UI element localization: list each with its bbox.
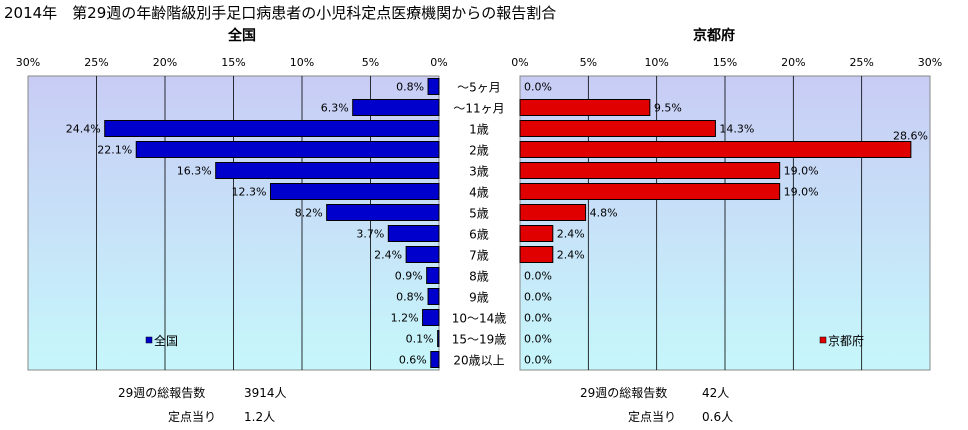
kyoto-bar	[519, 246, 554, 263]
national-bar	[269, 183, 440, 200]
national-bar	[387, 225, 440, 242]
age-category-label: 20歳以上	[453, 354, 504, 368]
kyoto-value-label: 9.5%	[654, 102, 682, 115]
kyoto-tick-label: 25%	[849, 56, 873, 69]
national-bar	[422, 309, 440, 326]
kyoto-bar	[519, 99, 651, 116]
age-category-labels: ～5ヶ月 ～11ヶ月 1歳 2歳 3歳 4歳 5歳 6歳 7歳 8歳 9歳 10～14歳 15～19歳 2…	[452, 81, 507, 368]
national-value-label: 0.8%	[396, 291, 424, 304]
age-category-label: 1歳	[469, 123, 489, 137]
kyoto-tick-label: 15%	[713, 56, 737, 69]
national-value-label: 0.8%	[396, 81, 424, 94]
national-bar	[326, 204, 440, 221]
national-value-label: 6.3%	[321, 102, 349, 115]
kyoto-bar	[519, 183, 781, 200]
national-value-label: 12.3%	[232, 186, 267, 199]
kyoto-value-label: 2.4%	[557, 249, 585, 262]
kyoto-value-label: 4.8%	[590, 207, 618, 220]
kyoto-bar	[519, 162, 781, 179]
national-tick-label: 0%	[430, 56, 447, 69]
national-bar	[437, 330, 440, 347]
national-chart: 30% 25% 20% 15% 10% 5% 0% 全国 0.8% 6.3% 24.4% 22.1% 1…	[16, 27, 448, 371]
national-tick-label: 30%	[16, 56, 40, 69]
national-panel-title: 全国	[227, 27, 256, 44]
age-category-label: ～5ヶ月	[457, 81, 501, 95]
national-value-label: 2.4%	[374, 249, 402, 262]
national-tick-label: 20%	[153, 56, 177, 69]
national-value-label: 22.1%	[97, 144, 132, 157]
national-legend-swatch	[145, 336, 153, 344]
national-value-label: 24.4%	[66, 123, 101, 136]
kyoto-value-label: 14.3%	[719, 123, 754, 136]
national-bar	[352, 99, 440, 116]
kyoto-bar	[519, 141, 912, 158]
national-total-label: 29週の総報告数	[118, 386, 206, 400]
national-tick-label: 15%	[221, 56, 245, 69]
kyoto-total-value: 42人	[702, 386, 730, 400]
national-bar	[430, 351, 440, 368]
kyoto-bar	[519, 204, 587, 221]
age-category-label: 7歳	[469, 249, 489, 263]
kyoto-bar	[519, 120, 716, 137]
kyoto-tick-label: 30%	[918, 56, 942, 69]
age-category-label: 10～14歳	[452, 312, 507, 326]
age-category-label: 6歳	[469, 228, 489, 242]
age-category-label: 5歳	[469, 207, 489, 221]
kyoto-value-label: 0.0%	[524, 354, 552, 367]
national-value-label: 0.9%	[395, 270, 423, 283]
kyoto-value-label: 28.6%	[893, 130, 928, 143]
age-category-label: 3歳	[469, 165, 489, 179]
national-bar	[215, 162, 440, 179]
kyoto-per-value: 0.6人	[702, 410, 734, 424]
kyoto-per-label: 定点当り	[628, 410, 677, 424]
age-category-label: 2歳	[469, 144, 489, 158]
national-bar	[405, 246, 440, 263]
national-value-label: 3.7%	[356, 228, 384, 241]
national-value-label: 8.2%	[295, 207, 323, 220]
page-title: 2014年 第29週の年齢階級別手足口病患者の小児科定点医療機関からの報告割合	[4, 4, 557, 22]
kyoto-bar	[519, 225, 554, 242]
national-tick-label: 10%	[290, 56, 314, 69]
national-value-label: 1.2%	[391, 312, 419, 325]
kyoto-value-label: 0.0%	[524, 333, 552, 346]
national-per-label: 定点当り	[168, 410, 217, 424]
age-category-label: 15～19歳	[452, 333, 507, 347]
national-per-value: 1.2人	[244, 410, 276, 424]
national-tick-label: 25%	[84, 56, 108, 69]
national-bar	[135, 141, 440, 158]
kyoto-legend-label: 京都府	[828, 333, 864, 348]
national-bar	[104, 120, 440, 137]
kyoto-value-label: 2.4%	[557, 228, 585, 241]
national-value-label: 16.3%	[177, 165, 212, 178]
national-bar	[427, 78, 440, 95]
age-category-label: 8歳	[469, 270, 489, 284]
kyoto-tick-label: 5%	[580, 56, 597, 69]
kyoto-total-label: 29週の総報告数	[580, 386, 668, 400]
kyoto-value-label: 19.0%	[784, 165, 819, 178]
national-value-label: 0.6%	[399, 354, 427, 367]
kyoto-value-label: 19.0%	[784, 186, 819, 199]
national-total-value: 3914人	[244, 386, 287, 400]
age-category-label: ～11ヶ月	[453, 102, 504, 116]
age-category-label: 9歳	[469, 291, 489, 305]
national-value-label: 0.1%	[406, 333, 434, 346]
kyoto-tick-label: 10%	[644, 56, 668, 69]
national-bar	[427, 288, 440, 305]
kyoto-value-label: 0.0%	[524, 291, 552, 304]
kyoto-tick-label: 20%	[781, 56, 805, 69]
kyoto-value-label: 0.0%	[524, 270, 552, 283]
kyoto-value-label: 0.0%	[524, 312, 552, 325]
national-legend-label: 全国	[154, 333, 178, 348]
national-bar	[426, 267, 440, 284]
age-category-label: 4歳	[469, 186, 489, 200]
kyoto-panel-title: 京都府	[693, 27, 735, 44]
kyoto-chart: 0% 5% 10% 15% 20% 25% 30% 京都府 0.0% 9.5% 14.3% 28.6%…	[511, 27, 942, 371]
kyoto-tick-label: 0%	[511, 56, 528, 69]
kyoto-value-label: 0.0%	[524, 81, 552, 94]
kyoto-legend-swatch	[819, 336, 827, 344]
national-tick-label: 5%	[362, 56, 379, 69]
